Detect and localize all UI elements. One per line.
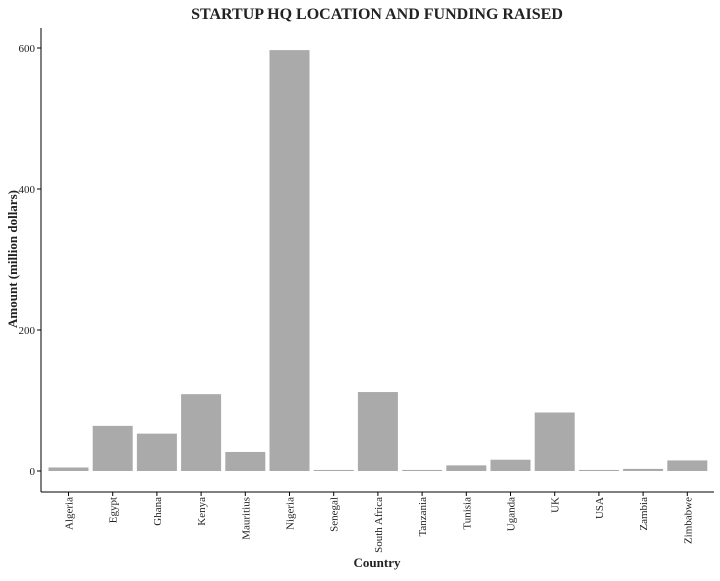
x-tick-label: South Africa	[373, 497, 385, 553]
x-tick-label: USA	[594, 497, 606, 519]
chart-title: STARTUP HQ LOCATION AND FUNDING RAISED	[191, 6, 563, 23]
x-tick-label: Senegal	[329, 497, 341, 532]
x-tick-label: Kenya	[196, 497, 208, 526]
x-tick-label: UK	[550, 497, 562, 513]
bar-ghana	[136, 433, 177, 471]
bar-zambia	[623, 468, 664, 471]
x-tick-label: Tunisia	[461, 497, 473, 530]
y-tick-label: 200	[19, 325, 36, 337]
y-axis-label: Amount (million dollars)	[5, 190, 20, 328]
bar-usa	[578, 469, 619, 471]
y-ticks: 0 200 400 600	[19, 43, 41, 478]
x-tick-label: Tanzania	[417, 497, 429, 537]
bar-egypt	[92, 425, 133, 471]
y-tick-label: 600	[19, 43, 36, 55]
x-tick-label: Algeria	[64, 497, 76, 530]
bars-layer	[48, 50, 708, 472]
y-tick-label: 0	[30, 466, 36, 478]
bar-algeria	[48, 467, 89, 471]
bar-uk	[534, 412, 575, 471]
x-ticks: Algeria Egypt Ghana Kenya Mauritius Nigeria Se…	[64, 492, 694, 553]
x-tick-label: Ghana	[152, 497, 164, 526]
bar-tunisia	[446, 465, 487, 471]
bar-zimbabwe	[667, 460, 708, 471]
bar-south-africa	[357, 392, 398, 471]
bar-tanzania	[402, 469, 443, 471]
x-tick-label: Zambia	[638, 497, 650, 531]
x-tick-label: Egypt	[108, 497, 120, 523]
x-tick-label: Mauritius	[240, 497, 252, 540]
x-tick-label: Zimbabwe	[682, 497, 694, 544]
x-tick-label: Uganda	[506, 497, 518, 531]
bar-senegal	[313, 469, 354, 471]
bar-nigeria	[269, 50, 310, 472]
bar-uganda	[490, 459, 531, 471]
bar-kenya	[181, 394, 222, 471]
x-tick-label: Nigeria	[285, 497, 297, 530]
y-tick-label: 400	[19, 184, 36, 196]
x-axis-label: Country	[354, 555, 401, 570]
bar-mauritius	[225, 451, 266, 471]
